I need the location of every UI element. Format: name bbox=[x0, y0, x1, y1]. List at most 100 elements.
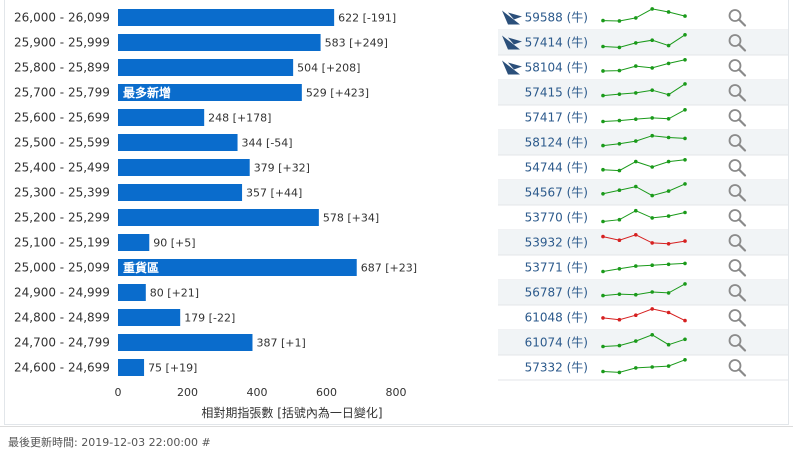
sparkline bbox=[601, 82, 687, 98]
x-tick-label: 200 bbox=[177, 386, 198, 399]
search-icon[interactable] bbox=[728, 209, 747, 227]
sparkline bbox=[601, 233, 687, 246]
bar bbox=[118, 34, 321, 51]
bar bbox=[118, 59, 294, 76]
sparkline-point bbox=[634, 292, 638, 297]
sparkline-point bbox=[666, 159, 671, 164]
x-tick-label: 600 bbox=[316, 386, 337, 399]
warrant-code-link[interactable]: 57417 (牛) bbox=[525, 110, 588, 125]
warrant-code-link[interactable]: 53932 (牛) bbox=[525, 235, 588, 250]
sparkline-point bbox=[666, 117, 671, 121]
warrant-code-link[interactable]: 61048 (牛) bbox=[525, 310, 588, 325]
search-icon[interactable] bbox=[728, 109, 747, 127]
sparkline-point bbox=[617, 370, 622, 375]
warrant-code-link[interactable]: 58124 (牛) bbox=[525, 135, 588, 150]
warrant-code-link[interactable]: 54744 (牛) bbox=[525, 160, 588, 175]
sparkline-point bbox=[601, 269, 605, 274]
bar-value-label: 344 [-54] bbox=[242, 137, 293, 150]
issuer-logo-icon bbox=[502, 10, 522, 25]
sparkline-path bbox=[602, 59, 686, 72]
search-icon[interactable] bbox=[728, 84, 747, 102]
chart-row: 25,200 - 25,299 578 [+34] 53770 (牛) bbox=[14, 208, 788, 231]
sparkline-point bbox=[617, 19, 622, 23]
sparkline-point bbox=[617, 118, 622, 123]
search-icon[interactable] bbox=[728, 309, 747, 327]
warrant-code-link[interactable]: 54567 (牛) bbox=[525, 185, 588, 200]
warrant-code-link[interactable]: 59588 (牛) bbox=[525, 10, 588, 25]
bar-value-label: 622 [-191] bbox=[338, 12, 396, 25]
sparkline-point bbox=[666, 262, 671, 267]
range-label: 25,900 - 25,999 bbox=[14, 36, 110, 50]
sparkline-point bbox=[683, 239, 687, 243]
sparkline-path bbox=[602, 210, 686, 222]
sparkline-point bbox=[601, 143, 605, 148]
warrant-code-link[interactable]: 56787 (牛) bbox=[525, 285, 588, 300]
sparkline-point bbox=[650, 290, 654, 294]
sparkline-point bbox=[617, 292, 622, 296]
warrant-code-link[interactable]: 58104 (牛) bbox=[525, 60, 588, 75]
bar-badge: 最多新增 bbox=[123, 85, 171, 100]
sparkline-point bbox=[683, 158, 687, 162]
warrant-code-link[interactable]: 57332 (牛) bbox=[525, 360, 588, 375]
bar bbox=[118, 134, 238, 151]
sparkline-path bbox=[602, 183, 686, 197]
sparkline-point bbox=[601, 316, 605, 320]
x-tick-label: 400 bbox=[247, 386, 268, 399]
warrant-code-link[interactable]: 61074 (牛) bbox=[525, 335, 588, 350]
sparkline-point bbox=[634, 233, 638, 237]
search-icon[interactable] bbox=[728, 234, 747, 252]
sparkline-point bbox=[650, 116, 654, 120]
search-icon[interactable] bbox=[728, 284, 747, 302]
range-label: 25,700 - 25,799 bbox=[14, 86, 110, 100]
search-icon[interactable] bbox=[728, 159, 747, 177]
search-icon[interactable] bbox=[728, 9, 747, 27]
warrant-code-link[interactable]: 53771 (牛) bbox=[525, 260, 588, 275]
bar-value-label: 387 [+1] bbox=[256, 337, 305, 350]
bar-value-label: 357 [+44] bbox=[246, 187, 302, 200]
bar-value-label: 583 [+249] bbox=[325, 37, 388, 50]
sparkline-point bbox=[650, 333, 654, 337]
sparkline-path bbox=[602, 83, 686, 97]
chart-row: 24,700 - 24,799 387 [+1] 61074 (牛) bbox=[14, 330, 788, 356]
search-icon[interactable] bbox=[728, 34, 747, 52]
bar-value-label: 90 [+5] bbox=[153, 237, 195, 250]
chart-row: 25,300 - 25,399 357 [+44] 54567 (牛) bbox=[14, 180, 788, 206]
sparkline-point bbox=[666, 43, 671, 48]
chart-frame bbox=[4, 0, 789, 425]
sparkline-point bbox=[634, 16, 638, 20]
sparkline-point bbox=[683, 182, 687, 186]
warrant-code-link[interactable]: 57414 (牛) bbox=[525, 35, 588, 50]
sparkline-point bbox=[617, 142, 622, 146]
x-tick-label: 800 bbox=[386, 386, 407, 399]
sparkline-point bbox=[666, 291, 671, 295]
chart-row: 24,800 - 24,899 179 [-22] 61048 (牛) bbox=[14, 307, 788, 331]
bar-value-label: 80 [+21] bbox=[150, 287, 199, 300]
search-icon[interactable] bbox=[728, 134, 747, 152]
sparkline-point bbox=[683, 14, 687, 18]
bar-value-label: 504 [+208] bbox=[297, 62, 360, 75]
sparkline-point bbox=[650, 216, 654, 220]
sparkline-point bbox=[617, 68, 622, 73]
chart-row: 25,600 - 25,699 248 [+178] 57417 (牛) bbox=[14, 108, 788, 131]
warrant-code-link[interactable]: 57415 (牛) bbox=[525, 85, 588, 100]
warrant-code-link[interactable]: 53770 (牛) bbox=[525, 210, 588, 225]
bar-badge: 重貨區 bbox=[123, 260, 159, 275]
sparkline-point bbox=[601, 69, 605, 73]
sparkline-point bbox=[617, 188, 622, 192]
range-label: 24,900 - 24,999 bbox=[14, 286, 110, 300]
range-label: 25,200 - 25,299 bbox=[14, 211, 110, 225]
sparkline bbox=[601, 33, 687, 50]
search-icon[interactable] bbox=[728, 259, 747, 277]
sparkline-point bbox=[683, 210, 687, 215]
search-icon[interactable] bbox=[728, 334, 747, 352]
search-icon[interactable] bbox=[728, 184, 747, 202]
sparkline bbox=[601, 358, 687, 375]
sparkline-point bbox=[601, 119, 605, 124]
search-icon[interactable] bbox=[728, 59, 747, 77]
range-label: 25,500 - 25,599 bbox=[14, 136, 110, 150]
footer-divider bbox=[0, 426, 793, 427]
sparkline-point bbox=[617, 238, 622, 242]
sparkline-point bbox=[634, 139, 638, 143]
search-icon[interactable] bbox=[728, 359, 747, 377]
sparkline-point bbox=[683, 82, 687, 86]
